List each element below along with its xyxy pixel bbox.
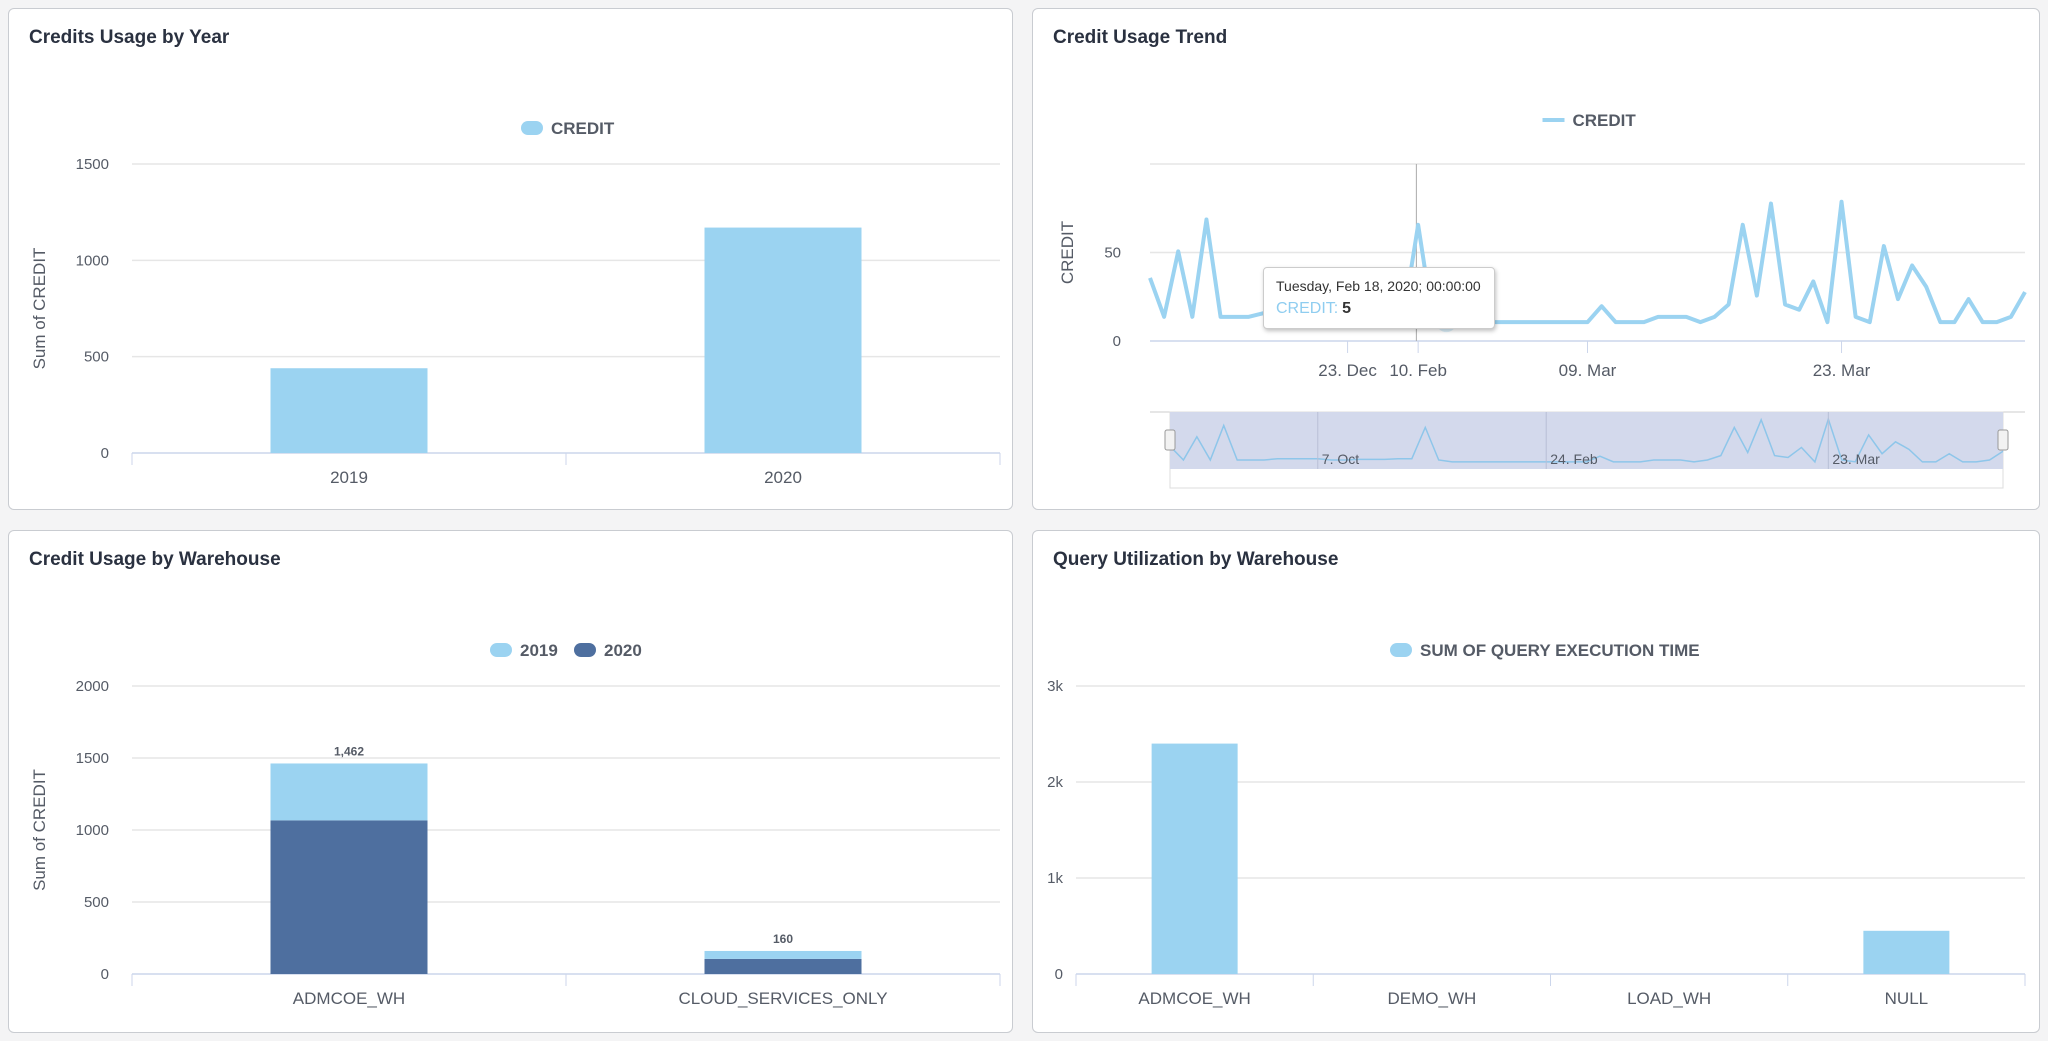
- bar-2019-credit[interactable]: [270, 368, 428, 453]
- y-tick-label: 2000: [76, 678, 109, 695]
- y-tick-label: 1000: [76, 822, 109, 839]
- y-tick-label: 500: [84, 894, 109, 911]
- legend-item-2020[interactable]: 2020: [574, 641, 642, 660]
- navigator-tick-label: 24. Feb: [1550, 451, 1598, 467]
- x-tick-label: CLOUD_SERVICES_ONLY: [678, 989, 887, 1008]
- x-tick-label: 2020: [764, 468, 802, 487]
- y-tick-label: 0: [1055, 966, 1063, 983]
- y-tick-label: 1k: [1047, 870, 1063, 887]
- bar-admcoe_wh-2019[interactable]: [270, 763, 428, 821]
- y-tick-label: 3k: [1047, 678, 1063, 695]
- legend-swatch-icon: [574, 643, 596, 657]
- chart-credit-trend: CREDIT 0 50 CREDIT 23. Dec 10. Feb 09. Mar 23. …: [1058, 111, 2027, 489]
- chart-query-utilization: SUM OF QUERY EXECUTION TIME 0 1k 2k 3k ADMCOE…: [1047, 641, 2026, 1008]
- tooltip-value: 5: [1342, 300, 1352, 317]
- x-tick-label: 09. Mar: [1559, 361, 1617, 380]
- y-tick-label: 50: [1104, 245, 1121, 262]
- x-tick-label: 23. Dec: [1318, 361, 1377, 380]
- navigator-series-line: [1169, 416, 2004, 464]
- y-tick-label: 1500: [76, 750, 109, 767]
- panel-credit-usage-by-warehouse: 2019 2020 0 500 1000 1500 2000 Sum of CREDIT 1,4…: [8, 530, 1013, 1033]
- y-tick-label: 1500: [76, 156, 109, 173]
- legend-item-sum-of-query-execution-time[interactable]: SUM OF QUERY EXECUTION TIME: [1390, 641, 1700, 660]
- panel-title: Query Utilization by Warehouse: [1053, 549, 1339, 570]
- tooltip-date: Tuesday, Feb 18, 2020; 00:00:00: [1276, 278, 1481, 294]
- legend-label: SUM OF QUERY EXECUTION TIME: [1420, 641, 1700, 660]
- bar-cloud_services_only-2020[interactable]: [704, 958, 862, 974]
- y-tick-label: 0: [101, 445, 109, 462]
- panel-credits-usage-by-year: CREDIT 0 500 1000 1500 Sum of CREDIT 2019 2020 …: [8, 8, 1013, 510]
- navigator-selection[interactable]: [1170, 412, 2003, 469]
- y-axis-title: Sum of CREDIT: [30, 248, 49, 370]
- legend-item-credit[interactable]: CREDIT: [1542, 111, 1637, 130]
- chart-credit-by-warehouse: 2019 2020 0 500 1000 1500 2000 Sum of CREDIT 1,4…: [30, 641, 1001, 1008]
- legend-label: CREDIT: [1573, 111, 1637, 130]
- y-tick-label: 500: [84, 349, 109, 366]
- bar-admcoe_wh-sum-of-query-execution-time[interactable]: [1151, 743, 1238, 974]
- y-tick-label: 2k: [1047, 774, 1063, 791]
- x-tick-label: 23. Mar: [1813, 361, 1871, 380]
- legend-item-credit[interactable]: CREDIT: [521, 119, 615, 138]
- x-tick-label: LOAD_WH: [1627, 989, 1711, 1008]
- data-label-total: 1,462: [334, 744, 364, 758]
- navigator-handle-right[interactable]: [1997, 429, 2009, 451]
- navigator-tick-label: 23. Mar: [1832, 451, 1880, 467]
- panel-title: Credits Usage by Year: [29, 27, 230, 48]
- navigator-handle-left[interactable]: [1164, 429, 1176, 451]
- y-tick-label: 0: [1113, 333, 1121, 350]
- legend-swatch-icon: [1390, 643, 1412, 657]
- bar-null-sum-of-query-execution-time[interactable]: [1863, 930, 1950, 974]
- data-label-total: 160: [773, 932, 793, 946]
- y-tick-label: 1000: [76, 252, 109, 269]
- x-tick-label: DEMO_WH: [1387, 989, 1476, 1008]
- legend-swatch-icon: [521, 121, 543, 135]
- legend-label: 2019: [520, 641, 558, 660]
- legend-line-icon: [1542, 118, 1565, 122]
- bar-cloud_services_only-2019[interactable]: [704, 950, 862, 959]
- tooltip-series: CREDIT:: [1276, 300, 1339, 317]
- chart-credits-by-year: CREDIT 0 500 1000 1500 Sum of CREDIT 2019 2020: [30, 119, 1001, 487]
- panel-title: Credit Usage by Warehouse: [29, 549, 281, 570]
- x-tick-label: 10. Feb: [1389, 361, 1447, 380]
- x-tick-label: 2019: [330, 468, 368, 487]
- panel-credit-usage-trend: CREDIT 0 50 CREDIT 23. Dec 10. Feb 09. Mar 23. …: [1032, 8, 2040, 510]
- x-tick-label: NULL: [1885, 989, 1928, 1008]
- panel-query-utilization: SUM OF QUERY EXECUTION TIME 0 1k 2k 3k ADMCOE…: [1032, 530, 2040, 1033]
- x-tick-label: ADMCOE_WH: [1138, 989, 1250, 1008]
- panel-title: Credit Usage Trend: [1053, 27, 1228, 48]
- y-tick-label: 0: [101, 966, 109, 983]
- chart-tooltip: Tuesday, Feb 18, 2020; 00:00:00 CREDIT: …: [1263, 267, 1495, 329]
- y-axis-title: Sum of CREDIT: [30, 769, 49, 891]
- legend-label: 2020: [604, 641, 642, 660]
- legend-item-2019[interactable]: 2019: [490, 641, 558, 660]
- y-axis-title: CREDIT: [1058, 221, 1077, 284]
- bar-2020-credit[interactable]: [704, 227, 862, 453]
- bar-admcoe_wh-2020[interactable]: [270, 820, 428, 974]
- legend-label: CREDIT: [551, 119, 615, 138]
- navigator-tick-label: 7. Oct: [1322, 451, 1359, 467]
- legend-swatch-icon: [490, 643, 512, 657]
- x-tick-label: ADMCOE_WH: [293, 989, 405, 1008]
